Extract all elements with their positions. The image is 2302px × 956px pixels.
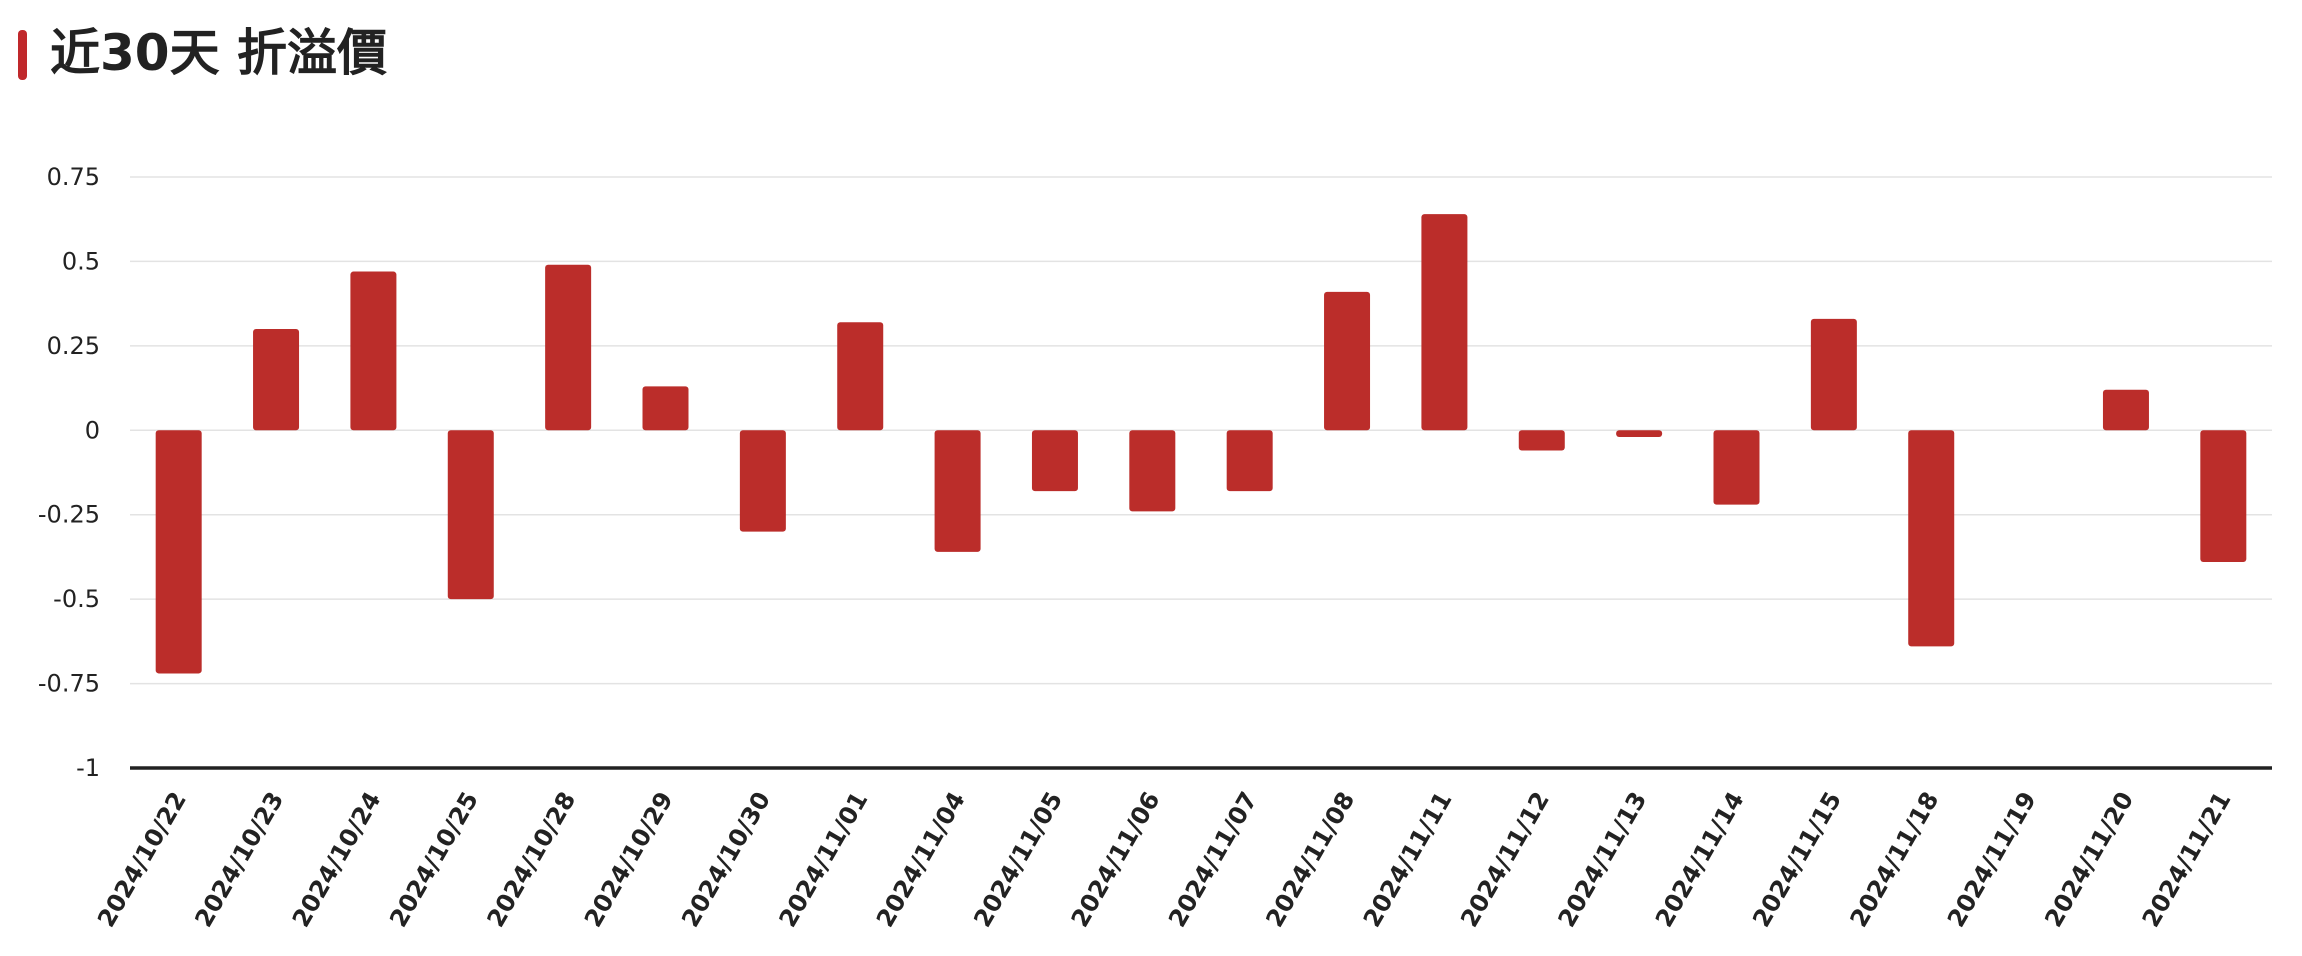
x-tick-label: 2024/10/25 [384,787,484,932]
x-tick-label: 2024/10/23 [189,787,289,932]
y-tick-label: 0.5 [62,247,100,275]
bar-2024-11-01 [837,322,884,431]
x-tick-label: 2024/11/08 [1260,787,1360,932]
y-tick-label: -0.75 [38,670,100,698]
y-tick-label: -1 [76,754,100,782]
bar-2024-10-29 [642,386,689,431]
x-tick-label: 2024/10/30 [676,787,776,932]
bar-2024-10-24 [350,271,397,431]
bar-2024-11-14 [1713,430,1760,505]
bar-2024-11-18 [1908,430,1955,647]
bar-2024-11-21 [2200,430,2247,562]
bar-2024-11-06 [1129,430,1176,512]
bar-2024-11-04 [934,430,981,552]
x-axis-tick-labels: 2024/10/222024/10/232024/10/242024/10/25… [92,787,2236,932]
x-tick-label: 2024/10/29 [579,787,679,932]
chart-title: 近30天 折溢價 [50,24,387,82]
bar-2024-11-07 [1226,430,1273,492]
x-tick-label: 2024/11/20 [2039,787,2139,932]
y-axis-tick-labels: 0.75 0.5 0.25 0 -0.25 -0.5 -0.75 -1 [38,163,100,782]
x-tick-label: 2024/10/24 [287,787,387,932]
bar-2024-11-12 [1518,430,1565,451]
x-tick-label: 2024/11/15 [1747,787,1847,932]
x-tick-label: 2024/11/14 [1650,787,1750,932]
x-tick-label: 2024/10/22 [92,787,192,932]
title-accent-bar [18,30,27,80]
x-tick-label: 2024/11/12 [1455,787,1555,932]
y-tick-label: -0.5 [53,585,100,613]
bar-2024-11-15 [1810,318,1857,431]
x-tick-label: 2024/11/11 [1358,787,1458,932]
x-tick-label: 2024/11/19 [1942,787,2042,932]
x-tick-label: 2024/11/01 [774,787,874,932]
x-tick-label: 2024/11/21 [2137,787,2237,932]
bar-2024-10-22 [155,430,202,674]
x-tick-label: 2024/11/05 [968,787,1068,932]
y-tick-label: 0.25 [47,332,100,360]
chart-header: 近30天 折溢價 [0,0,2302,110]
bar-2024-11-20 [2102,389,2149,431]
x-tick-label: 2024/11/18 [1845,787,1945,932]
x-tick-label: 2024/11/13 [1553,787,1653,932]
bar-2024-11-08 [1324,291,1371,431]
y-tick-label: 0 [85,416,100,444]
x-tick-label: 2024/10/28 [482,787,582,932]
bar-2024-11-05 [1031,430,1078,492]
gridlines [130,176,2272,685]
x-tick-label: 2024/11/07 [1163,787,1263,932]
bar-2024-10-28 [545,264,592,431]
bar-2024-11-13 [1616,430,1663,438]
bars [155,214,2247,674]
x-tick-label: 2024/11/06 [1066,787,1166,932]
bar-2024-10-30 [739,430,786,532]
y-tick-label: -0.25 [38,501,100,529]
y-tick-label: 0.75 [47,163,100,191]
x-tick-label: 2024/11/04 [871,787,971,932]
bar-2024-11-11 [1421,214,1468,431]
bar-2024-10-25 [447,430,494,600]
bar-2024-10-23 [253,328,300,431]
